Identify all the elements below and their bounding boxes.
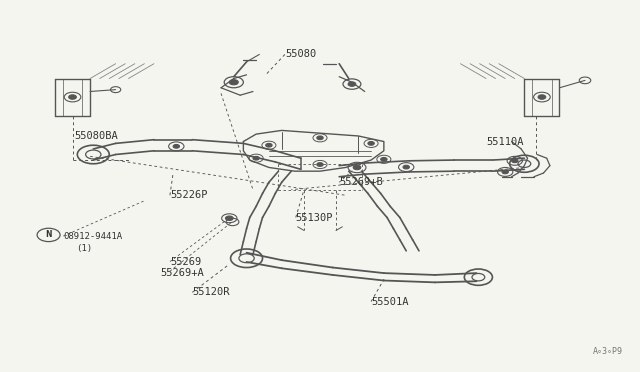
Text: 55226P: 55226P — [170, 190, 207, 200]
Text: A∘3∘P9: A∘3∘P9 — [593, 347, 623, 356]
Circle shape — [266, 143, 272, 147]
Circle shape — [317, 163, 323, 166]
Text: 08912-9441A: 08912-9441A — [63, 231, 122, 241]
Circle shape — [229, 80, 238, 85]
Circle shape — [511, 159, 518, 163]
Text: 55269+B: 55269+B — [339, 177, 383, 187]
Circle shape — [381, 157, 387, 161]
Text: 55130P: 55130P — [296, 212, 333, 222]
Circle shape — [348, 82, 356, 86]
Circle shape — [368, 141, 374, 145]
Circle shape — [403, 165, 410, 169]
Text: 55269: 55269 — [170, 257, 201, 267]
Text: 55110A: 55110A — [486, 137, 524, 147]
Circle shape — [353, 165, 361, 170]
Circle shape — [538, 95, 546, 99]
Text: 55501A: 55501A — [371, 296, 408, 307]
Circle shape — [173, 144, 179, 148]
Text: 55120R: 55120R — [192, 287, 230, 297]
Circle shape — [317, 136, 323, 140]
Text: 55080: 55080 — [285, 49, 316, 60]
Circle shape — [225, 216, 233, 221]
Text: (1): (1) — [76, 244, 92, 253]
Circle shape — [68, 95, 76, 99]
Circle shape — [502, 170, 508, 174]
Text: 55080BA: 55080BA — [74, 131, 118, 141]
Circle shape — [253, 156, 259, 160]
Text: N: N — [45, 230, 52, 240]
Text: 55269+A: 55269+A — [161, 268, 204, 278]
